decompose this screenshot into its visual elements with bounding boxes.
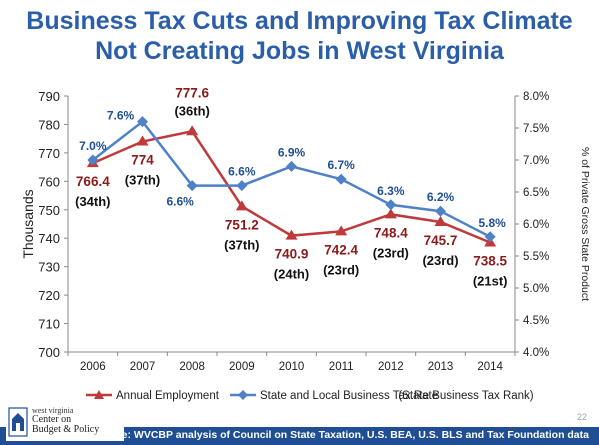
tax-rank-label: (37th) xyxy=(125,173,160,188)
x-tick-label: 2008 xyxy=(179,361,205,373)
tax-rate-value-label: 6.6% xyxy=(166,195,194,209)
logo-text-line-3: Budget & Policy xyxy=(32,424,100,435)
legend-tax-marker xyxy=(238,390,248,400)
tax-rate-value-label: 6.9% xyxy=(278,145,306,159)
y2-tick-label: 6.0% xyxy=(523,219,549,231)
tax-rate-point xyxy=(385,199,397,211)
y2-tick-label: 7.0% xyxy=(523,155,549,167)
legend-employment-marker xyxy=(94,390,104,399)
series-group xyxy=(86,116,497,247)
employment-point xyxy=(235,200,248,211)
logo-text-line-2: Center on xyxy=(32,414,72,425)
y2-tick-label: 6.5% xyxy=(523,187,549,199)
legend-tax-label: State and Local Business Tax Rate xyxy=(260,390,438,402)
tax-rate-point xyxy=(186,180,198,192)
tax-rate-value-label: 6.7% xyxy=(327,158,355,172)
x-tick-label: 2014 xyxy=(477,361,503,373)
tax-rank-label: (34th) xyxy=(75,194,110,209)
data-labels-group: 766.4 (34th) 774 (37th) 777.6 (36th) 751.2 (37t… xyxy=(75,85,507,288)
x-tick-label: 2012 xyxy=(378,361,404,373)
employment-value-label: 766.4 xyxy=(76,174,110,189)
tax-rate-point xyxy=(435,205,446,217)
tax-rate-value-label: 6.6% xyxy=(228,165,256,179)
x-tick-label: 2006 xyxy=(80,361,106,373)
tax-rate-value-label: 5.8% xyxy=(478,216,506,230)
tax-rate-point xyxy=(335,173,347,185)
footer-bar xyxy=(0,427,599,445)
employment-point xyxy=(384,208,397,219)
tax-rank-label: (21st) xyxy=(473,273,508,288)
legend-rank-note: (State Business Tax Rank) xyxy=(398,390,533,402)
x-tick-label: 2013 xyxy=(428,361,454,373)
tax-rate-point xyxy=(484,231,496,243)
y-tick-label: 730 xyxy=(38,260,60,275)
tax-rate-point xyxy=(236,180,248,192)
y-tick-label: 740 xyxy=(38,231,60,246)
y-tick-label: 720 xyxy=(38,288,60,303)
y2-tick-label: 4.0% xyxy=(523,347,549,359)
axes-group: 700 710 720 730 740 750 760 770 780 790 4.0% 4.5% 5.… xyxy=(20,89,591,373)
tax-rate-point xyxy=(286,160,297,172)
y2-tick-label: 4.5% xyxy=(523,315,549,327)
y-tick-label: 770 xyxy=(38,146,60,161)
tax-rank-label: (36th) xyxy=(174,103,209,118)
x-tick-label: 2007 xyxy=(130,361,156,373)
y2-tick-label: 7.5% xyxy=(523,123,549,135)
tax-rank-label: (37th) xyxy=(224,237,259,252)
logo-mark-icon xyxy=(8,407,28,437)
title-line-1: Business Tax Cuts and Improving Tax Clim… xyxy=(26,7,573,35)
employment-value-label: 777.6 xyxy=(175,85,209,100)
title-line-2: Not Creating Jobs in West Virginia xyxy=(95,37,504,65)
tax-rate-value-label: 7.6% xyxy=(107,109,135,123)
y2-tick-label: 5.5% xyxy=(523,251,549,263)
employment-value-label: 748.4 xyxy=(374,225,408,240)
legend: Annual Employment State and Local Busines… xyxy=(86,390,534,402)
y-tick-label: 780 xyxy=(38,117,60,132)
y-tick-label: 790 xyxy=(38,89,60,104)
tax-rate-point xyxy=(137,116,148,128)
y-tick-label: 760 xyxy=(38,174,60,189)
tax-rate-value-label: 6.3% xyxy=(377,184,405,198)
x-tick-label: 2010 xyxy=(279,361,305,373)
tax-rate-value-label: 6.2% xyxy=(427,190,455,204)
employment-point xyxy=(136,135,149,146)
employment-value-label: 751.2 xyxy=(225,217,259,232)
y-axis-title: Thousands xyxy=(20,189,36,258)
employment-value-label: 774 xyxy=(131,153,154,168)
tax-rank-label: (23rd) xyxy=(323,262,359,277)
y-tick-label: 710 xyxy=(38,317,60,332)
employment-value-label: 742.4 xyxy=(324,242,358,257)
tax-rank-label: (23rd) xyxy=(422,253,458,268)
wvcbp-logo: west virginia Center on Budget & Policy xyxy=(6,405,124,441)
employment-value-label: 740.9 xyxy=(275,247,309,262)
employment-value-label: 745.7 xyxy=(424,233,458,248)
employment-value-label: 738.5 xyxy=(473,253,507,268)
employment-point xyxy=(285,229,298,240)
employment-point xyxy=(434,216,447,227)
tax-rank-label: (24th) xyxy=(274,267,309,282)
logo-text-name: Center on Budget & Policy xyxy=(32,415,99,435)
employment-point xyxy=(186,125,199,136)
y-tick-label: 700 xyxy=(38,345,60,360)
x-tick-label: 2011 xyxy=(329,361,354,373)
x-tick-label: 2009 xyxy=(229,361,255,373)
y-tick-label: 750 xyxy=(38,203,60,218)
y2-axis-title: % of Private Gross State Product xyxy=(579,147,591,301)
source-note: Source: WVCBP analysis of Council on Sta… xyxy=(91,429,589,441)
chart-title: Business Tax Cuts and Improving Tax Clim… xyxy=(0,6,599,66)
employment-point xyxy=(335,225,348,236)
tax-rate-point xyxy=(87,154,99,166)
tax-rank-label: (23rd) xyxy=(373,245,409,260)
legend-employment-label: Annual Employment xyxy=(116,390,220,402)
y2-tick-label: 8.0% xyxy=(523,91,549,103)
logo-text-state: west virginia xyxy=(32,406,74,415)
page-number: 22 xyxy=(576,412,587,422)
y2-tick-label: 5.0% xyxy=(523,283,549,295)
tax-rate-value-label: 7.0% xyxy=(79,139,107,153)
